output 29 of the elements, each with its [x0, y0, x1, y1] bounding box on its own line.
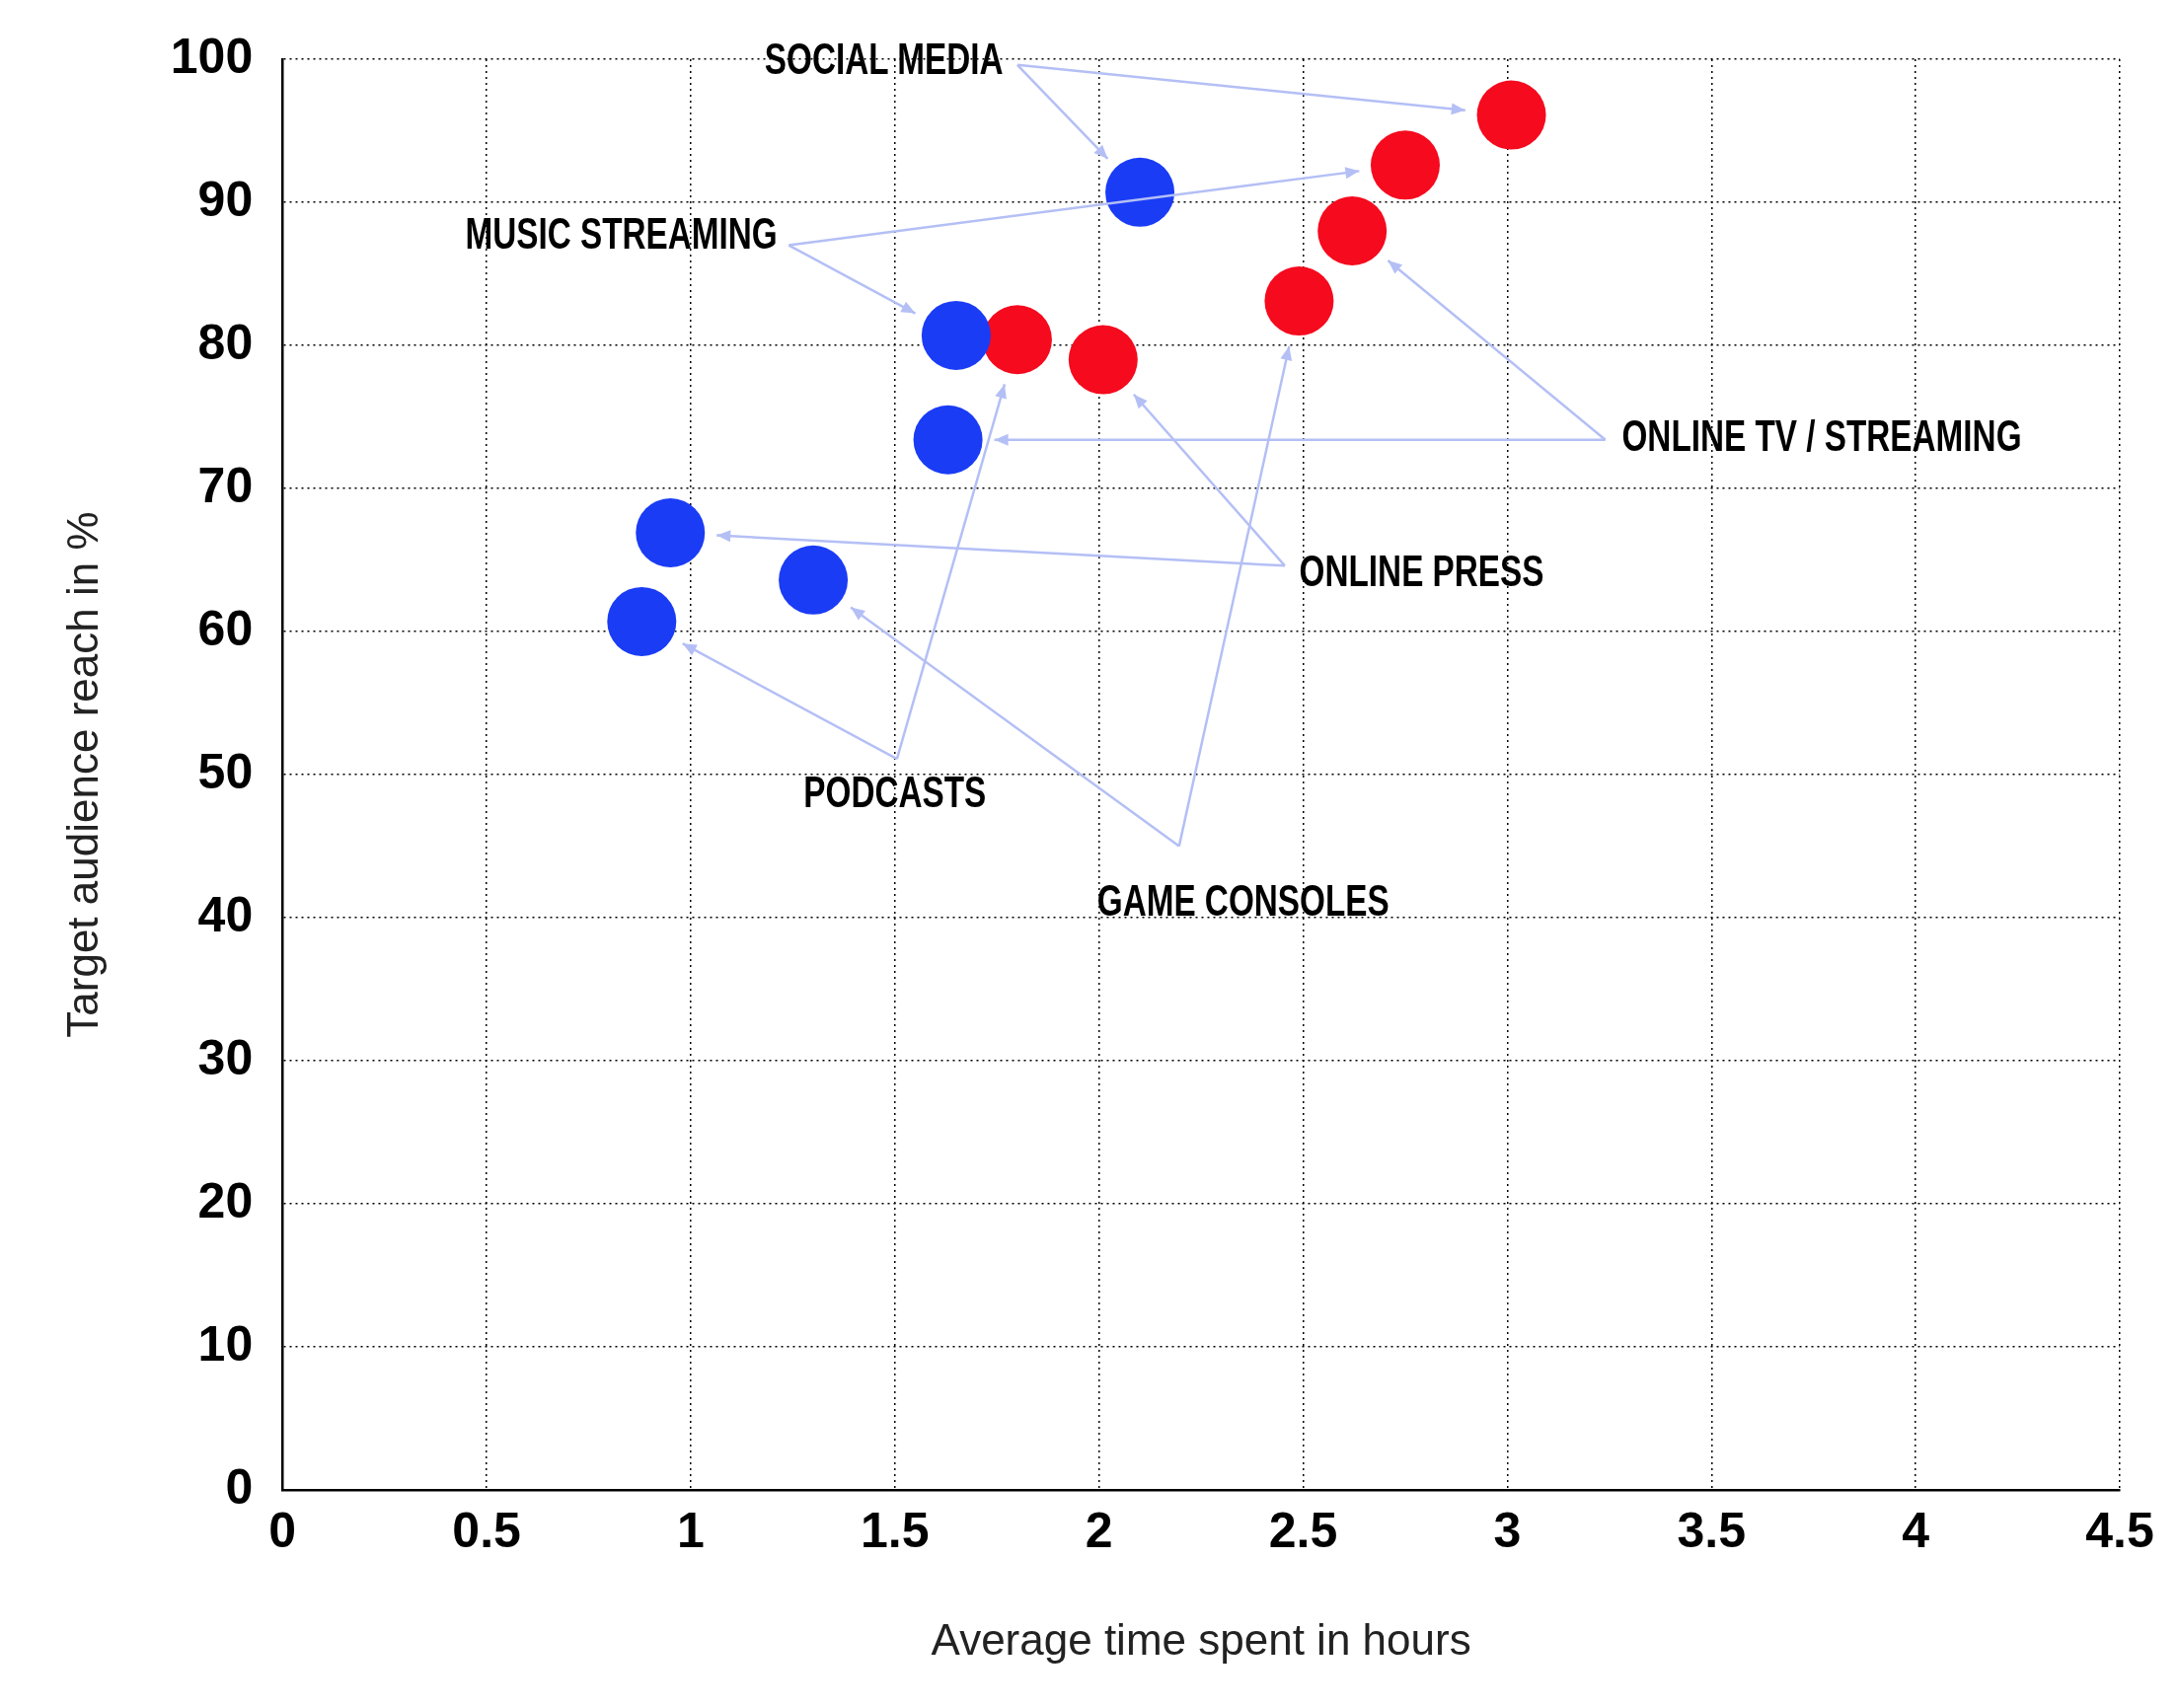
y-tick-label: 90 [197, 171, 254, 227]
y-tick-label: 100 [170, 28, 254, 84]
y-tick-label: 10 [197, 1315, 254, 1372]
x-tick-label: 3 [1493, 1502, 1522, 1558]
text: MUSIC STREAMING [465, 208, 778, 259]
x-tick-label: 0.5 [452, 1502, 521, 1558]
text: ONLINE TV / STREAMING [1621, 409, 2022, 460]
x-tick-label: 0 [268, 1502, 297, 1558]
y-tick-label: 20 [197, 1172, 254, 1228]
text: PODCASTS [803, 766, 987, 816]
text: ONLINE PRESS [1299, 546, 1544, 596]
x-tick-label: 4.5 [2085, 1502, 2154, 1558]
y-tick-label: 40 [197, 886, 254, 942]
y-axis-title: Target audience reach in % [57, 511, 107, 1038]
text: GAME CONSOLES [1096, 875, 1390, 926]
x-tick-label: 2 [1085, 1502, 1113, 1558]
x-axis-title: Average time spent in hours [931, 1614, 1471, 1664]
y-tick-label: 0 [225, 1458, 254, 1515]
x-tick-label: 3.5 [1677, 1502, 1747, 1558]
x-tick-label: 1.5 [861, 1502, 930, 1558]
x-tick-label: 4 [1902, 1502, 1930, 1558]
x-tick-label: 2.5 [1268, 1502, 1338, 1558]
y-tick-label: 50 [197, 743, 254, 799]
x-tick-label: 1 [677, 1502, 705, 1558]
y-tick-label: 70 [197, 457, 254, 513]
y-tick-label: 80 [197, 314, 254, 370]
y-tick-label: 60 [197, 600, 254, 656]
y-tick-label: 30 [197, 1029, 254, 1085]
text: SOCIAL MEDIA [764, 34, 1004, 84]
